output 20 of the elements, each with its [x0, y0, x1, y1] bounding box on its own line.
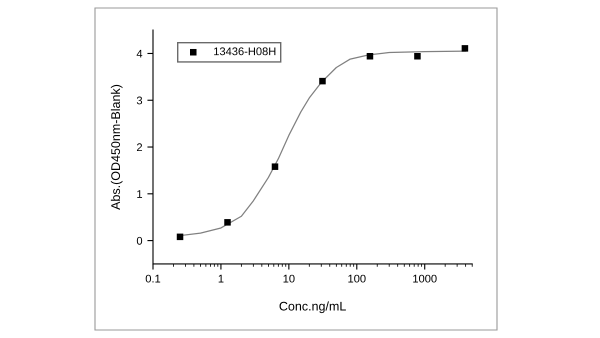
point	[176, 234, 184, 240]
y-tick-label: 2	[136, 143, 142, 152]
point	[224, 219, 231, 226]
y-tick-label: 3	[136, 96, 142, 104]
x-tick-label: 0.1	[146, 274, 160, 283]
point	[462, 45, 468, 52]
x-tick-label: 100	[348, 274, 366, 283]
x-axis-title: Conc.ng/mL	[280, 301, 346, 314]
y-axis-title: Abs.(OD450nm-Blank)	[110, 84, 123, 210]
y-tick-label: 0	[136, 236, 142, 245]
y-tick-label: 4	[136, 50, 142, 58]
x-tick-label: 1000	[413, 274, 437, 283]
point	[414, 53, 421, 60]
point	[366, 53, 374, 60]
x-tick-label: 1	[218, 274, 224, 282]
point	[272, 163, 278, 170]
y-tick-label: 1	[137, 190, 142, 198]
legend-label: 13436-H08H	[214, 47, 276, 56]
x-tick-label: 10	[284, 274, 295, 283]
point	[319, 78, 326, 84]
